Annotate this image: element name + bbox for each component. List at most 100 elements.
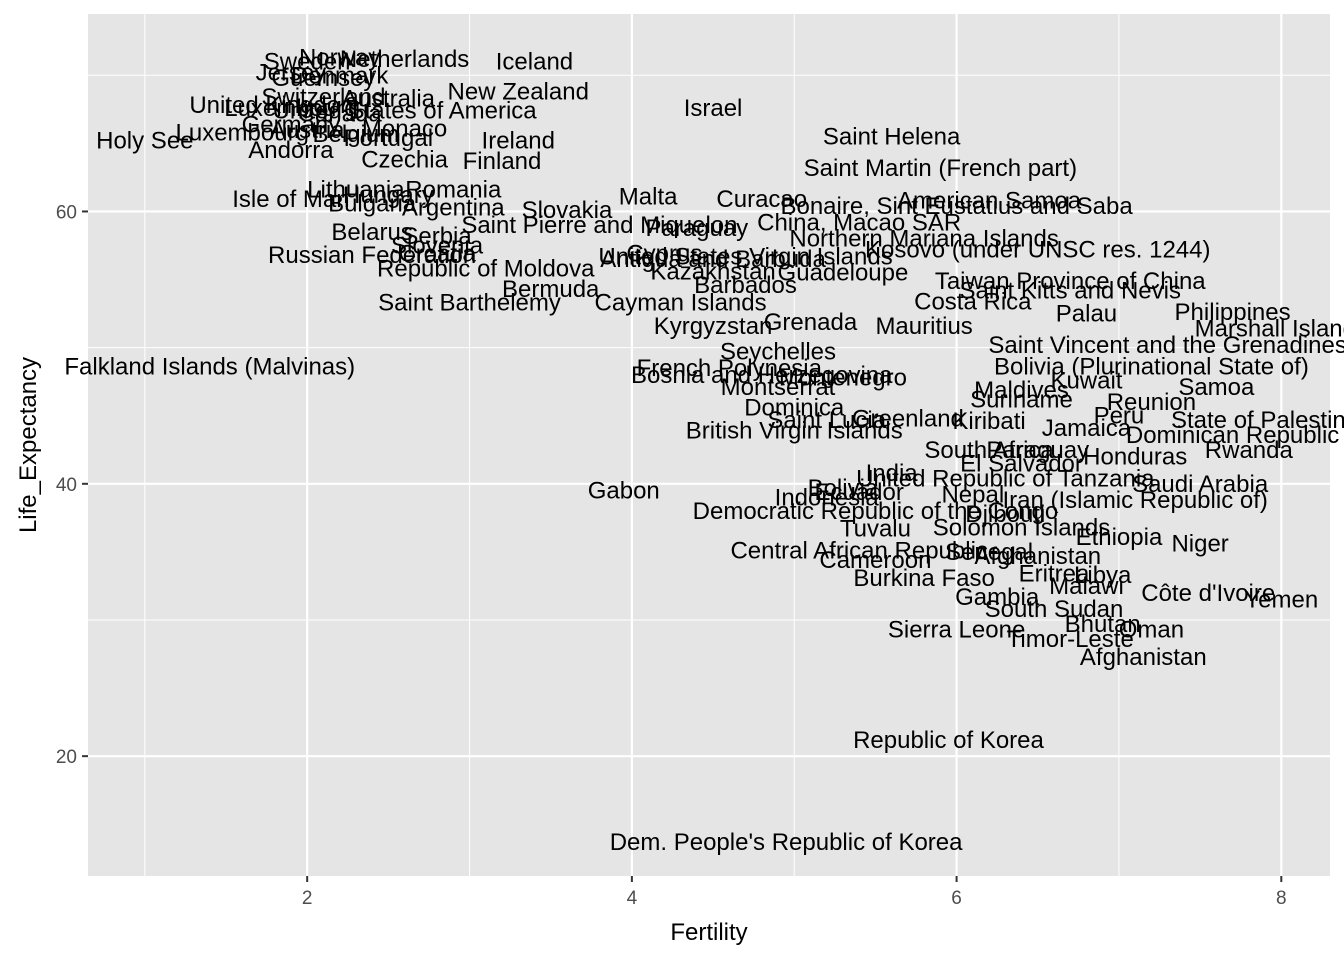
point-label: Netherlands	[340, 46, 469, 73]
y-tick-label: 20	[56, 747, 77, 768]
point-label: Slovakia	[522, 197, 613, 224]
point-label: South Africa	[924, 437, 1054, 464]
y-tick-label: 60	[56, 202, 77, 223]
x-tick-label: 8	[1276, 888, 1287, 909]
point-label: Gabon	[588, 478, 660, 505]
point-label: Greenland	[852, 405, 964, 432]
point-label: Burkina Faso	[853, 565, 994, 592]
point-label: Kosovo (under UNSC res. 1244)	[865, 237, 1211, 264]
point-label: American Samoa	[897, 188, 1082, 215]
point-label: Niger	[1171, 531, 1228, 558]
point-label: Holy See	[96, 128, 193, 155]
point-label: Afghanistan	[1080, 644, 1207, 671]
point-label: Bermuda	[502, 276, 600, 303]
point-label: Honduras	[1083, 444, 1187, 471]
point-label: Saint Kitts and Nevis	[960, 277, 1181, 304]
point-label: Saint Helena	[823, 124, 961, 151]
point-label: Kazakhstan	[650, 258, 775, 285]
point-label: Guernsey	[271, 65, 375, 92]
point-label: Portugal	[344, 125, 433, 152]
axes: 2 4 6 8 20 40 60	[56, 202, 1287, 909]
point-label: Marshall Islands	[1195, 316, 1344, 343]
point-label: Dem. People's Republic of Korea	[610, 829, 963, 856]
point-label: Djibouti	[965, 501, 1045, 528]
point-label: Northern Mariana Islands	[789, 226, 1058, 253]
point-label: Luxembourg	[224, 95, 357, 122]
point-label: Czechia	[361, 147, 448, 174]
point-label: Solomon Islands	[933, 514, 1110, 541]
point-label: Canada	[298, 100, 383, 127]
point-label: Bolivia	[808, 475, 879, 502]
point-label: Timor-Leste	[1007, 626, 1134, 653]
point-label: United States of America	[273, 98, 538, 125]
point-label: Maldives	[974, 377, 1069, 404]
point-label: Malta	[619, 183, 678, 210]
point-label: Australia	[342, 85, 436, 112]
point-label: Curacao	[716, 186, 807, 213]
point-label: Cameroon	[819, 547, 931, 574]
point-label: Saudi Arabia	[1132, 471, 1269, 498]
point-label: Taiwan Province of China	[935, 268, 1206, 295]
point-label: Bosnia and Herzegovina	[631, 362, 893, 389]
point-label: Peru	[1094, 403, 1145, 430]
point-label: Afghanistan	[974, 543, 1101, 570]
point-label: Saint Martin (French part)	[804, 155, 1077, 182]
grid-lines	[88, 14, 1330, 876]
x-tick-label: 4	[627, 888, 638, 909]
point-label: United States Virgin Islands	[598, 243, 892, 270]
point-label: Paraguay	[645, 215, 748, 242]
point-label: Jersey	[256, 60, 327, 87]
point-label: Costa Rica	[914, 288, 1032, 315]
point-label: Austria	[270, 117, 345, 144]
point-label: Ethiopia	[1076, 524, 1163, 551]
x-tick-label: 6	[951, 888, 962, 909]
point-label: Saint Vincent and the Grenadines	[988, 332, 1344, 359]
plot-panel	[88, 14, 1330, 876]
point-label: South Sudan	[985, 596, 1124, 623]
point-label: State of Palestine	[1171, 407, 1344, 434]
point-label: Falkland Islands (Malvinas)	[64, 354, 355, 381]
point-label: Oman	[1119, 617, 1184, 644]
point-label: Monaco	[362, 115, 447, 142]
point-label: United Kingdom	[189, 92, 360, 119]
point-label: Cyprus	[626, 241, 702, 268]
point-label: Bulgaria	[328, 190, 417, 217]
point-label: Suriname	[970, 386, 1073, 413]
y-axis-title: Life_Expectancy	[15, 357, 42, 533]
point-label: Sierra Leone	[888, 617, 1025, 644]
point-label: Yemen	[1244, 587, 1318, 614]
point-label: Samoa	[1178, 374, 1255, 401]
point-label: United Republic of Tanzania	[856, 465, 1155, 492]
point-label: Grenada	[764, 309, 858, 336]
point-label: Montserrat	[721, 374, 836, 401]
point-label: Norway	[299, 45, 380, 72]
point-label: Slovenia	[391, 233, 484, 260]
point-label: Nepal	[941, 482, 1004, 509]
point-label: Ecuador	[814, 479, 903, 506]
point-label: Israel	[684, 95, 743, 122]
point-label: Reunion	[1107, 389, 1196, 416]
point-label: Republic of Moldova	[377, 256, 595, 283]
point-label: Germany	[242, 111, 341, 138]
point-label: Montenegro	[779, 365, 907, 392]
point-label: Russian Federation	[268, 242, 476, 269]
point-label: Bonaire, Sint Eustatius and Saba	[780, 193, 1133, 220]
point-label: China, Macao SAR	[757, 209, 961, 236]
point-label: Belgium	[313, 121, 400, 148]
point-label: Jamaica	[1042, 415, 1132, 442]
point-label: Dominica	[744, 395, 845, 422]
point-label: Switzerland	[261, 84, 385, 111]
point-label: Belarus	[331, 219, 412, 246]
point-label: Gambia	[955, 584, 1040, 611]
point-label: Mauritius	[875, 313, 972, 340]
point-label: Palau	[1056, 301, 1117, 328]
point-label: Bolivia (Plurinational State of)	[994, 354, 1309, 381]
point-label: Croatia	[398, 241, 476, 268]
point-label: Saint Lucia	[767, 407, 886, 434]
point-label: Iran (Islamic Republic of)	[1002, 487, 1267, 514]
point-label: Côte d'Ivoire	[1141, 580, 1275, 607]
point-label: Republic of Korea	[853, 727, 1044, 754]
point-label: Sweden	[264, 49, 351, 76]
